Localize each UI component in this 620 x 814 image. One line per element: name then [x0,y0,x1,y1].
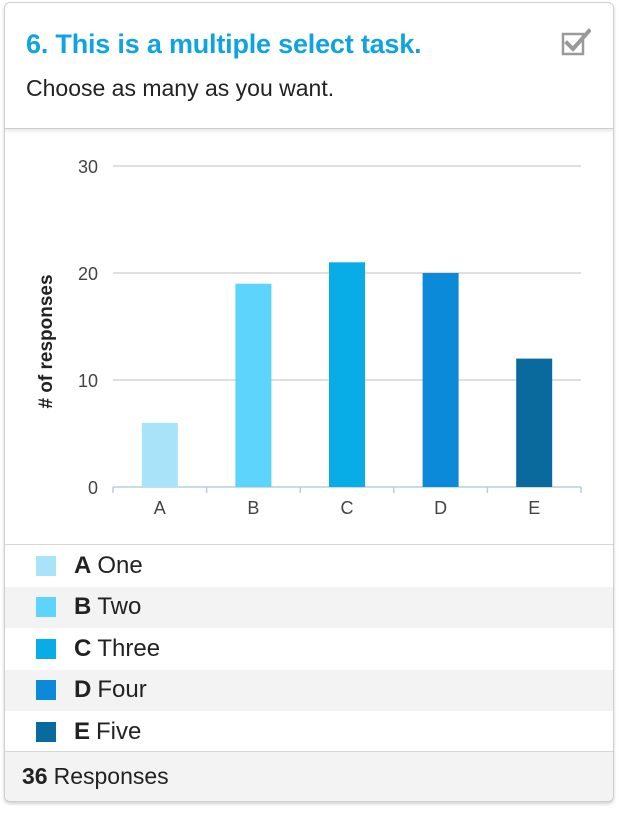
legend-swatch [36,597,56,618]
legend-label: Five [96,717,142,745]
checked-checkbox-icon[interactable] [561,28,591,58]
legend-swatch [36,721,56,742]
legend-letter: D [74,676,92,704]
response-label: Responses [53,763,169,789]
bar-e [516,358,553,487]
chart-area: 0 10 20 30 A B C D E # of responses [5,130,613,544]
legend-letter: A [74,551,92,579]
legend-item-c: C Three [5,628,613,670]
task-title: 6. This is a multiple select task. [26,29,422,59]
legend-letter: E [74,717,91,745]
legend-item-b: B Two [5,586,613,628]
y-axis-title: # of responses [36,274,57,408]
legend-label: One [97,551,143,579]
legend-item-d: D Four [5,669,613,711]
legend-label: Two [97,593,142,621]
card-header: 6. This is a multiple select task. Choos… [5,3,613,129]
legend-label: Three [97,634,161,662]
bar-d [422,273,459,487]
legend: A One B Two C Three D Four E Five [5,544,613,753]
bar-c [329,262,365,487]
y-tick-label: 10 [78,371,98,391]
x-tick-label: E [528,498,540,518]
x-tick-label: D [434,498,447,518]
y-tick-label: 0 [88,478,98,498]
legend-swatch [36,680,56,701]
x-tick-label: C [341,498,354,518]
legend-letter: C [74,634,92,662]
bar-chart: 0 10 20 30 A B C D E # of responses [36,157,582,518]
y-tick-label: 30 [78,157,98,177]
task-subtitle: Choose as many as you want. [26,75,335,101]
legend-letter: B [74,593,92,621]
x-tick-label: A [154,498,166,518]
legend-item-a: A One [5,545,613,587]
bar-b [235,283,272,487]
poll-card: 6. This is a multiple select task. Choos… [4,2,614,802]
y-tick-label: 20 [78,264,98,284]
legend-label: Four [97,676,147,704]
bar-a [141,422,178,487]
legend-swatch [36,555,56,576]
legend-item-e: E Five [5,711,613,753]
response-footer: 36 Responses [5,751,613,801]
x-tick-label: B [247,498,259,518]
legend-swatch [36,638,56,659]
response-count: 36 [22,763,48,789]
